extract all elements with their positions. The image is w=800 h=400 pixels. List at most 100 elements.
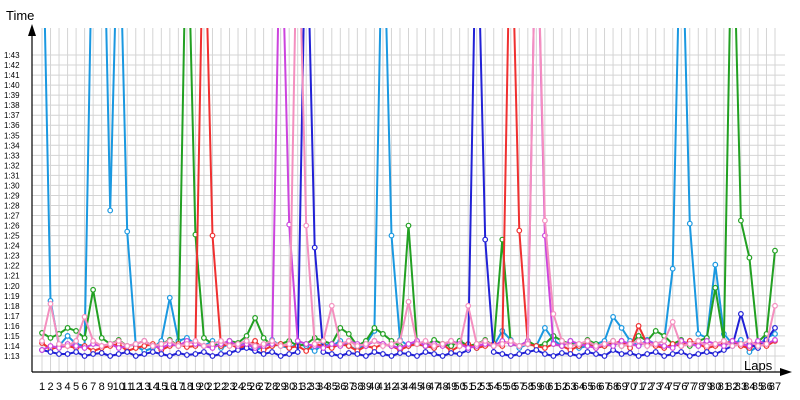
y-tick-label: 1:27 — [4, 212, 20, 221]
y-tick-label: 1:17 — [4, 312, 20, 321]
series-6-point — [235, 341, 241, 347]
series-5-point — [644, 338, 651, 344]
series-5-point — [115, 345, 122, 351]
x-tick-label: 35 — [326, 381, 338, 393]
x-tick-label: 73 — [650, 381, 662, 393]
x-tick-label: 70 — [624, 381, 636, 393]
y-tick-label: 1:33 — [4, 151, 20, 160]
x-tick-label: 41 — [377, 381, 389, 393]
series-4-point — [431, 351, 438, 357]
series-4-point — [738, 311, 744, 317]
x-tick-label: 59 — [530, 381, 542, 393]
series-1-point — [772, 331, 778, 337]
series-6-point — [627, 341, 633, 347]
y-tick-label: 1:29 — [4, 191, 20, 200]
series-6-point — [524, 341, 531, 347]
series-4-point — [397, 350, 403, 356]
series-6-point — [286, 341, 293, 347]
series-6-point — [576, 341, 582, 347]
x-tick-label: 77 — [684, 381, 696, 393]
series-2-point — [260, 335, 267, 341]
x-tick-label: 7 — [90, 381, 96, 393]
y-tick-label: 1:13 — [4, 352, 20, 361]
x-tick-label: 57 — [513, 381, 525, 393]
series-6-point — [755, 343, 761, 349]
series-4-point — [703, 349, 710, 355]
y-axis-title: Time — [6, 8, 34, 23]
x-tick-label: 42 — [385, 381, 397, 393]
x-axis-ticks: 1 2 3 4 5 6 7 8 9 1011121314151617181920212223242… — [39, 381, 781, 393]
series-2-point — [635, 333, 642, 339]
x-tick-label: 71 — [633, 381, 645, 393]
y-tick-label: 1:30 — [4, 181, 20, 190]
x-tick-label: 9 — [107, 381, 113, 393]
series-6-point — [243, 338, 250, 344]
series-4-point — [345, 350, 352, 356]
series-6-point — [686, 341, 693, 347]
series-4-point — [482, 236, 489, 243]
y-tick-label: 1:40 — [4, 81, 20, 90]
x-tick-label: 79 — [701, 381, 713, 393]
series-6-point — [473, 341, 480, 347]
x-tick-label: 63 — [564, 381, 576, 393]
series-4-point — [175, 350, 182, 356]
x-tick-label: 75 — [667, 381, 679, 393]
series-4-point — [328, 351, 335, 357]
series-6-point — [618, 343, 625, 349]
series-6-point — [328, 302, 335, 309]
series-4-point — [166, 353, 173, 359]
series-1-point — [542, 325, 548, 331]
series-4-point — [652, 349, 659, 355]
series-4-point — [363, 353, 369, 359]
series-6-point — [669, 319, 676, 325]
y-axis-ticks: 1:131:141:151:161:171:181:191:201:211:22… — [4, 51, 20, 361]
series-2-point — [746, 254, 753, 261]
x-tick-label: 21 — [206, 381, 218, 393]
axes — [28, 24, 792, 376]
x-tick-label: 38 — [351, 381, 363, 393]
y-tick-label: 1:26 — [4, 222, 20, 231]
series-6-point — [490, 343, 497, 349]
y-tick-label: 1:14 — [4, 342, 20, 351]
series-5-point — [73, 343, 79, 349]
series-1-point — [686, 220, 693, 227]
series-4-point — [448, 350, 455, 356]
series-5-point — [39, 347, 45, 353]
series-6-point — [226, 343, 233, 349]
series-6-point — [635, 338, 642, 344]
series-5-point — [397, 345, 403, 351]
x-tick-label: 50 — [454, 381, 466, 393]
series-6-point — [192, 338, 199, 344]
series-2-point — [90, 286, 96, 293]
x-tick-label: 36 — [334, 381, 346, 393]
series-4-point — [337, 353, 344, 359]
series-2-point — [448, 343, 455, 349]
series-4-point — [354, 351, 361, 357]
x-tick-label: 2 — [47, 381, 53, 393]
series-5-point — [320, 345, 327, 351]
series-4-point — [380, 351, 386, 357]
x-tick-label: 18 — [181, 381, 193, 393]
series-6-point — [73, 338, 79, 344]
series-4-point — [277, 353, 284, 359]
series-4-point — [286, 351, 293, 357]
x-tick-label: 64 — [573, 381, 585, 393]
series-1-point — [107, 207, 114, 214]
series-6-point — [678, 343, 685, 349]
series-4-point — [90, 351, 96, 357]
series-4-point — [56, 351, 62, 357]
x-tick-label: 24 — [232, 381, 244, 393]
x-tick-label: 37 — [343, 381, 355, 393]
series-6-point — [64, 343, 71, 349]
x-tick-label: 52 — [471, 381, 483, 393]
series-3-point — [303, 348, 310, 354]
series-6-point — [414, 341, 420, 347]
series-4-point — [200, 349, 207, 355]
x-tick-label: 13 — [138, 381, 150, 393]
series-6-point — [712, 341, 719, 347]
series-5-point — [47, 343, 54, 349]
series-6-point — [763, 341, 770, 347]
series-4-point — [644, 351, 651, 357]
series-5-point — [550, 341, 557, 347]
series-5-point — [405, 341, 412, 347]
